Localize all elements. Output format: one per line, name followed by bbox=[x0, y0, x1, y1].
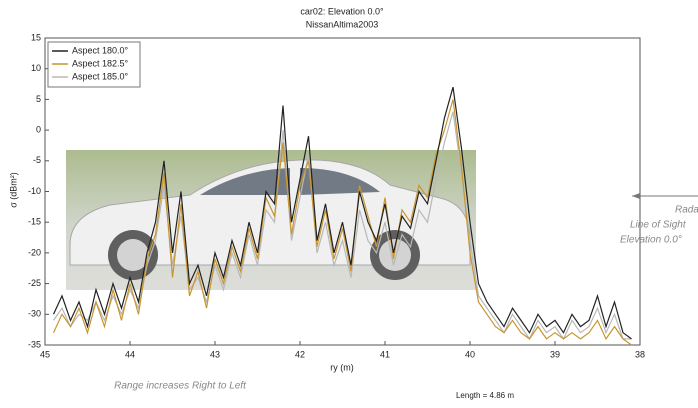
annotation: Line of Sight bbox=[630, 220, 687, 231]
annotation: Radar bbox=[675, 205, 698, 216]
y-tick-label: -25 bbox=[28, 278, 41, 288]
x-tick-label: 44 bbox=[125, 349, 135, 359]
y-tick-label: 15 bbox=[31, 32, 41, 42]
y-tick-label: -15 bbox=[28, 217, 41, 227]
y-tick-label: 10 bbox=[31, 63, 41, 73]
radar-arrowhead bbox=[632, 193, 640, 199]
legend-label: Aspect 182.5° bbox=[72, 58, 129, 68]
x-tick-label: 41 bbox=[380, 349, 390, 359]
y-axis-label: σ (dBm²) bbox=[8, 172, 18, 208]
annotation: Length = 4.86 m bbox=[456, 391, 514, 400]
chart-subtitle: NissanAltima2003 bbox=[306, 19, 379, 29]
annotation: Elevation 0.0° bbox=[620, 235, 682, 246]
x-tick-label: 39 bbox=[550, 349, 560, 359]
annotation: Range increases Right to Left bbox=[114, 381, 247, 392]
x-tick-label: 38 bbox=[635, 349, 645, 359]
y-tick-label: 5 bbox=[36, 94, 41, 104]
y-tick-label: -5 bbox=[33, 155, 41, 165]
chart-title: car02: Elevation 0.0° bbox=[300, 6, 384, 16]
y-tick-label: -10 bbox=[28, 186, 41, 196]
series-line bbox=[52, 99, 632, 346]
legend-label: Aspect 180.0° bbox=[72, 45, 129, 55]
x-axis-label: ry (m) bbox=[330, 362, 354, 372]
y-tick-label: 0 bbox=[36, 124, 41, 134]
x-tick-label: 40 bbox=[465, 349, 475, 359]
x-tick-label: 43 bbox=[210, 349, 220, 359]
x-tick-label: 45 bbox=[40, 349, 50, 359]
series-line bbox=[52, 86, 632, 340]
series-line bbox=[53, 111, 632, 341]
legend-label: Aspect 185.0° bbox=[72, 71, 129, 81]
y-tick-label: -35 bbox=[28, 339, 41, 349]
x-tick-label: 42 bbox=[295, 349, 305, 359]
y-tick-label: -30 bbox=[28, 309, 41, 319]
y-tick-label: -20 bbox=[28, 247, 41, 257]
car-photo bbox=[66, 150, 476, 290]
